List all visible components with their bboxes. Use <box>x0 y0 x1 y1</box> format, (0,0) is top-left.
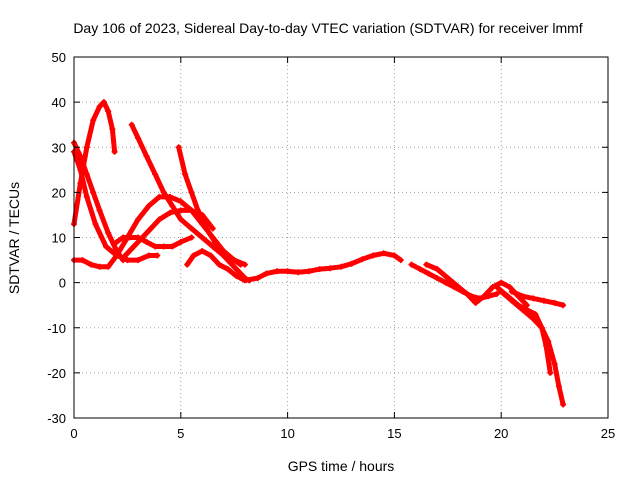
series-track-13 <box>501 292 563 405</box>
x-tick-label: 5 <box>177 426 184 441</box>
y-tick-label: 50 <box>52 50 66 65</box>
y-tick-label: -20 <box>47 366 66 381</box>
grid-lines <box>74 57 608 418</box>
y-tick-label: -10 <box>47 321 66 336</box>
y-tick-labels: -30 -20 -10 0 10 20 30 40 50 <box>47 50 66 426</box>
chart-title: Day 106 of 2023, Sidereal Day-to-day VTE… <box>73 20 582 36</box>
x-tick-label: 0 <box>70 426 77 441</box>
x-axis-title: GPS time / hours <box>288 458 395 474</box>
y-tick-label: 10 <box>52 231 66 246</box>
x-tick-label: 10 <box>280 426 294 441</box>
sdtvar-chart: Day 106 of 2023, Sidereal Day-to-day VTE… <box>0 0 640 480</box>
y-tick-label: 30 <box>52 140 66 155</box>
x-tick-label: 20 <box>494 426 508 441</box>
x-tick-label: 15 <box>387 426 401 441</box>
y-tick-label: 0 <box>59 276 66 291</box>
x-tick-labels: 0 5 10 15 20 25 <box>70 426 615 441</box>
data-series <box>71 99 566 407</box>
y-tick-label: 40 <box>52 95 66 110</box>
y-tick-label: 20 <box>52 185 66 200</box>
x-tick-label: 25 <box>601 426 615 441</box>
y-axis-title: SDTVAR / TECUs <box>6 182 22 294</box>
y-tick-label: -30 <box>47 411 66 426</box>
